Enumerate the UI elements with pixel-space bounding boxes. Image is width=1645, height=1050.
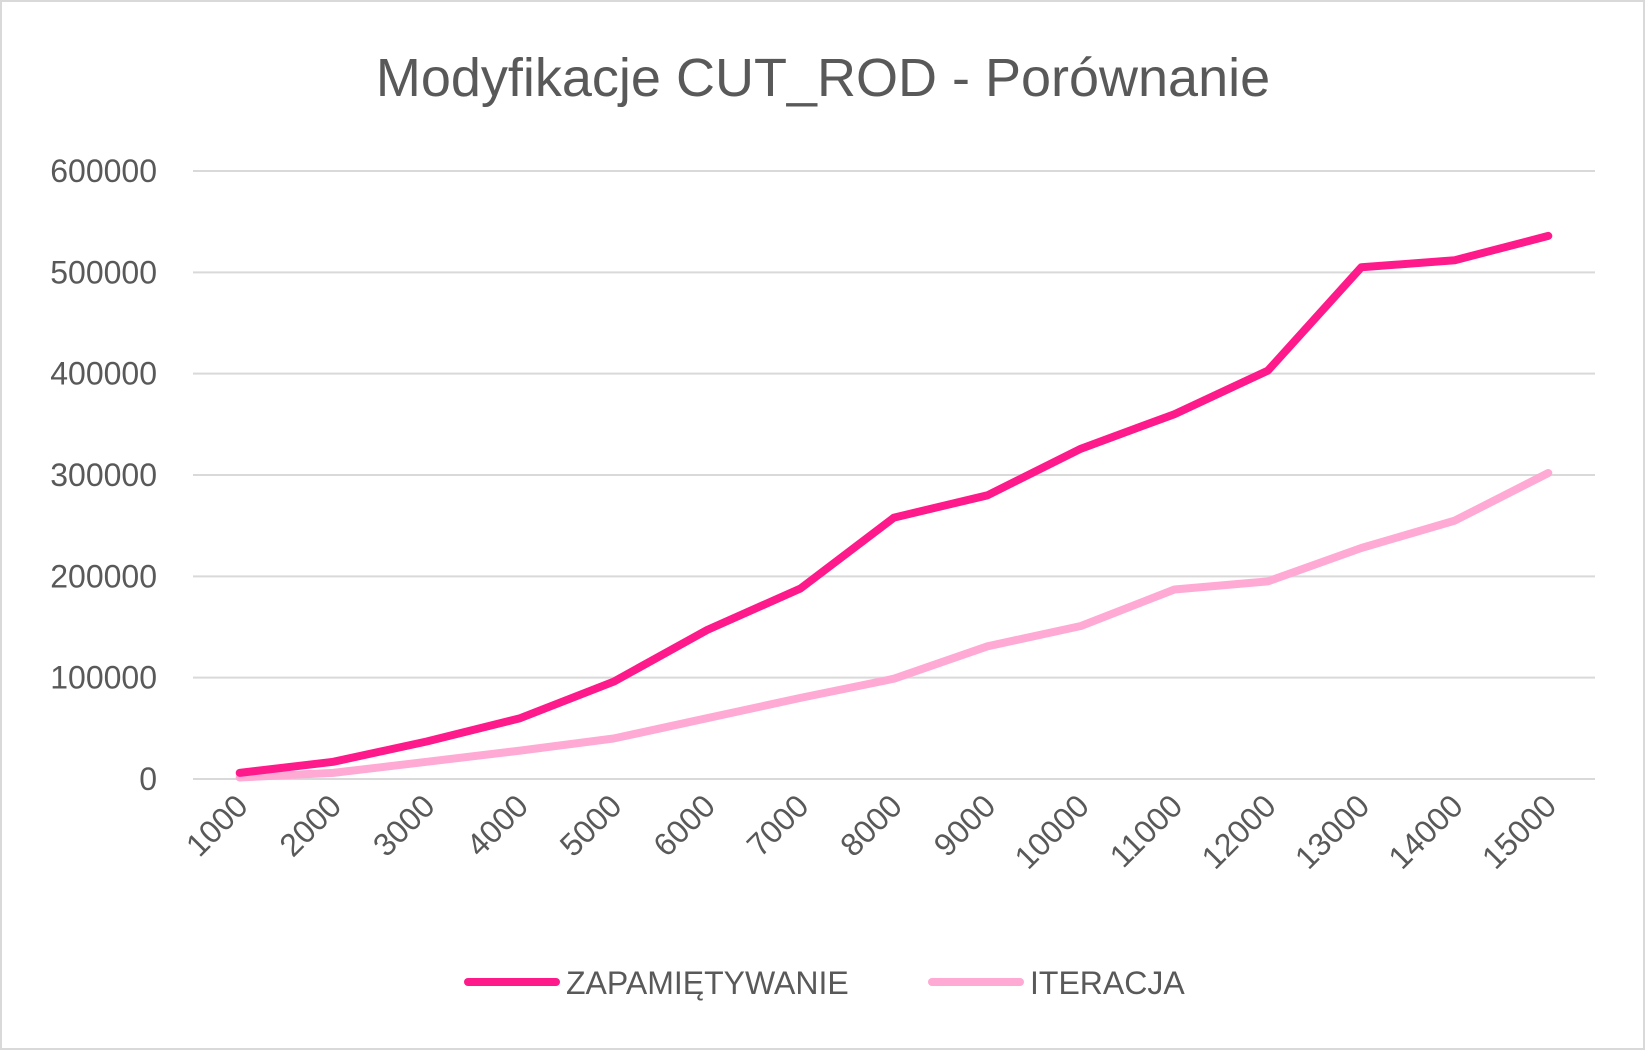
- legend-label: ZAPAMIĘTYWANIE: [566, 965, 849, 1001]
- y-tick-label: 100000: [50, 660, 157, 696]
- x-tick-label: 10000: [1008, 787, 1096, 875]
- legend: ZAPAMIĘTYWANIE ITERACJA: [464, 965, 1185, 1001]
- x-tick-label: 1000: [179, 787, 255, 863]
- legend-label: ITERACJA: [1030, 965, 1185, 1001]
- x-tick-label: 11000: [1103, 787, 1190, 874]
- y-axis-ticks: 0 100000 200000 300000 400000 500000 600000: [50, 153, 157, 797]
- series-line-0: [235, 231, 1553, 777]
- y-tick-label: 600000: [50, 153, 157, 189]
- x-tick-label: 12000: [1194, 787, 1282, 875]
- y-tick-label: 400000: [50, 356, 157, 392]
- series-lines: [235, 231, 1553, 782]
- x-tick-label: 7000: [740, 787, 816, 863]
- x-tick-label: 6000: [646, 787, 722, 863]
- x-tick-label: 8000: [833, 787, 909, 863]
- chart-title: Modyfikacje CUT_ROD - Porównanie: [376, 48, 1270, 108]
- x-tick-label: 4000: [459, 787, 535, 863]
- y-tick-label: 300000: [50, 457, 157, 493]
- x-tick-label: 14000: [1381, 787, 1469, 875]
- x-tick-label: 15000: [1475, 787, 1563, 875]
- x-tick-label: 13000: [1288, 787, 1376, 875]
- x-axis-ticks: 1000 2000 3000 4000 5000 6000 7000 8000 9000 1000…: [179, 787, 1563, 875]
- x-tick-label: 9000: [927, 787, 1003, 863]
- x-tick-label: 3000: [366, 787, 442, 863]
- y-tick-label: 0: [139, 761, 157, 797]
- x-tick-label: 5000: [553, 787, 629, 863]
- y-tick-label: 200000: [50, 558, 157, 594]
- series-line-1: [235, 469, 1553, 782]
- y-tick-label: 500000: [50, 254, 157, 290]
- x-tick-label: 2000: [272, 787, 348, 863]
